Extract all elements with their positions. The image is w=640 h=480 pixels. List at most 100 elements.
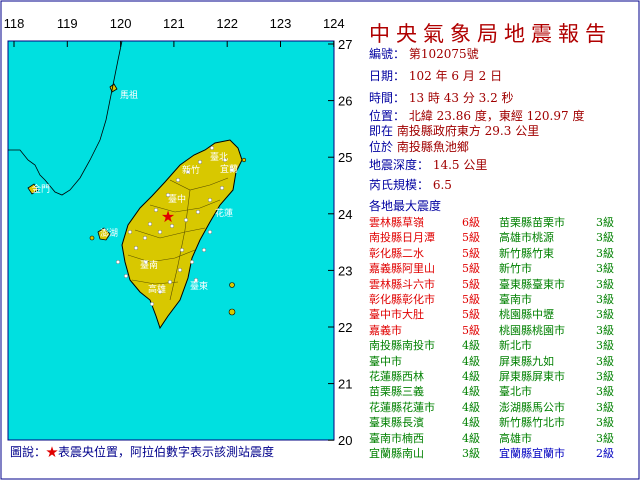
place-label: 金門 [32,183,50,195]
station-marker [127,229,132,234]
station-name: 嘉義縣阿里山 [369,262,435,276]
station-intensity: 5級 [462,246,480,260]
guishan-island [241,157,247,163]
station-name: 臺南市楠西 [369,431,424,445]
station-name: 雲林縣草嶺 [369,216,424,229]
station-intensity: 4級 [462,370,480,383]
station-intensity: 3級 [596,231,614,245]
report-magnitude-line: 芮氏規模： 6.5 [369,176,452,193]
station-marker [207,197,212,202]
station-marker [177,268,182,273]
station-name: 屏東縣屏東市 [499,370,565,383]
time-label: 時間： [369,91,406,105]
station-intensity: 4級 [462,339,480,353]
station-marker [219,185,224,190]
station-marker [133,245,138,250]
place-label: 澎湖 [100,227,118,239]
longitude-tick-label: 118 [4,16,25,31]
station-intensity: 3級 [596,370,614,383]
latitude-tick-label: 24 [338,207,352,222]
china-coastline [8,40,123,196]
station-intensity: 5級 [462,231,480,245]
station-name: 雲林縣斗六市 [369,277,435,291]
station-marker [149,302,154,307]
station-intensity: 3級 [596,339,614,353]
station-intensity: 3級 [596,385,614,399]
station-name: 苗栗縣苗栗市 [499,216,565,229]
station-marker [201,247,206,252]
station-intensity: 3級 [596,323,614,337]
place-label: 臺南 [140,259,158,271]
legend-text: 表震央位置，阿拉伯數字表示該測站震度 [58,445,275,459]
place-label: 臺東 [190,280,208,292]
station-marker [157,229,162,234]
latitude-tick-label: 21 [338,377,352,392]
magnitude-label: 芮氏規模： [369,178,430,192]
station-intensity: 3級 [596,293,614,306]
longitude-tick-label: 123 [270,16,292,31]
taiwan-island [121,139,243,330]
green-island [229,282,235,288]
map-ticks: 118 119 120 121 122 123 124 27 26 25 24 23 22 21 20 [4,16,353,448]
station-name: 新竹縣竹東 [499,246,554,260]
longitude-tick-label: 122 [216,16,238,31]
station-intensity: 5級 [462,277,480,291]
station-marker [153,207,158,212]
station-marker [229,167,234,172]
station-name: 臺東縣臺東市 [499,277,565,291]
legend-prefix: 圖說： [10,445,47,459]
place-label: 宜蘭 [220,163,238,175]
report-located-line: 位於 南投縣魚池鄉 [369,138,469,155]
orchid-island [228,308,236,316]
station-intensity: 3級 [596,354,614,368]
station-marker [193,278,198,283]
station-intensity: 3級 [596,262,614,276]
station-marker [183,217,188,222]
station-name: 南投縣南投市 [369,339,435,353]
epicenter-star: ★ [161,207,175,226]
station-name: 彰化縣二水 [369,246,424,260]
longitude-tick-label: 121 [163,16,185,31]
near-label: 即在 [369,124,394,138]
station-intensity: 3級 [596,400,614,414]
station-marker [179,247,184,252]
station-intensity: 3級 [596,308,614,322]
station-intensity: 3級 [462,447,480,460]
penghu-small-island [89,235,95,241]
station-marker [209,145,214,150]
station-intensity: 5級 [462,262,480,276]
station-marker [207,229,212,234]
map-legend: 圖說：★表震央位置，阿拉伯數字表示該測站震度 [10,443,274,460]
station-marker [115,260,120,265]
penghu-islands [97,227,111,241]
station-name: 宜蘭縣宜蘭市 [499,447,565,460]
station-name: 花蓮縣西林 [369,370,424,383]
station-intensity: 4級 [462,385,480,399]
latitude-tick-label: 22 [338,320,352,335]
station-intensity: 6級 [462,216,480,229]
place-label: 臺北 [210,151,228,163]
longitude-tick-label: 124 [323,16,345,31]
report-near: 南投縣政府東方 29.3 公里 [396,124,540,138]
latitude-tick-label: 25 [338,150,352,165]
station-intensity: 5級 [462,308,480,322]
station-name: 彰化縣彰化市 [369,293,435,306]
report-depth-line: 地震深度： 14.5 公里 [369,156,487,173]
station-intensity: 3級 [596,216,614,229]
longitude-tick-label: 119 [57,16,78,31]
place-label: 高雄 [148,283,166,295]
max-intensity-header: 各地最大震度 [369,199,442,213]
station-name: 澎湖縣馬公市 [499,400,565,414]
county-borders [127,177,229,301]
station-intensity: 5級 [462,293,480,306]
station-name: 臺北市 [499,385,532,399]
latitude-tick-label: 23 [338,263,352,278]
station-markers [115,145,234,307]
report-position-line: 位置： 北緯 23.86 度，東經 120.97 度 [369,107,584,124]
latitude-tick-label: 27 [338,37,352,52]
report-number: 第102075號 [408,47,479,61]
station-name: 宜蘭縣南山 [369,447,424,460]
number-label: 編號： [369,47,406,61]
